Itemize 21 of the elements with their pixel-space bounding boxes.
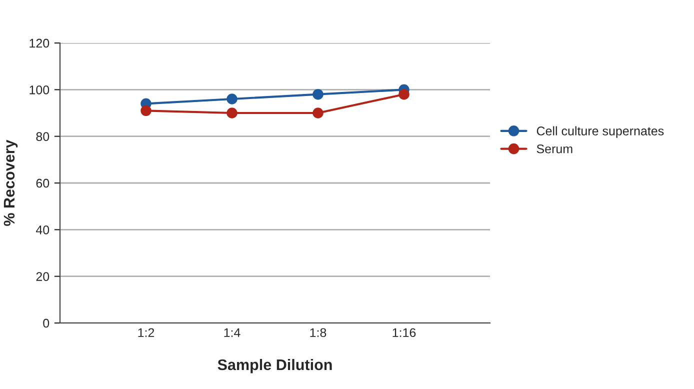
point (140, 105, 152, 116)
x-tick-label: 1:4 (224, 328, 240, 337)
y-tick-label: 120 (30, 38, 50, 48)
y-tick-label: 40 (36, 225, 50, 234)
legend-label: Serum (536, 144, 572, 154)
x-tick-label: 1:2 (138, 328, 154, 337)
x-tick-label: 1:8 (310, 328, 326, 338)
point (398, 88, 410, 100)
y-tick-label: 60 (36, 178, 50, 188)
y-tick-label: 0 (43, 318, 50, 328)
y-tick-label: 20 (36, 272, 50, 281)
y-tick-label: 100 (30, 85, 50, 94)
x-axis-title: Sample Dilution (218, 358, 332, 374)
point (226, 108, 238, 118)
point (312, 88, 324, 100)
legend-label: Cell culture supernates (536, 126, 664, 138)
x-tick-label: 1:16 (392, 328, 416, 338)
y-axis-title: % Recovery (4, 140, 18, 226)
y-tick-label: 80 (36, 132, 50, 141)
point (226, 94, 238, 104)
point (312, 108, 324, 118)
